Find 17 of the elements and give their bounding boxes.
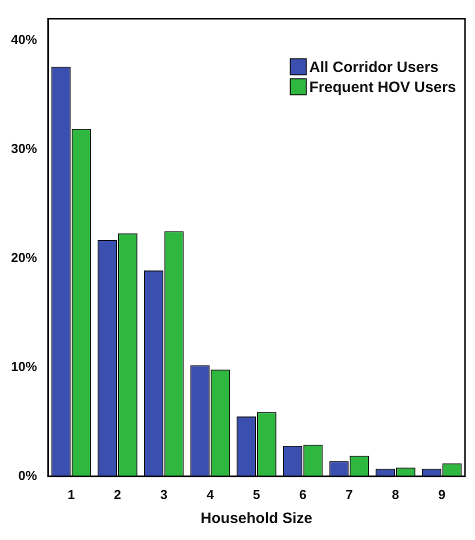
x-tick-label: 9 <box>438 486 446 502</box>
x-tick-label: 5 <box>252 486 260 502</box>
x-tick-label: 2 <box>114 486 122 502</box>
x-tick-label: 4 <box>206 486 215 502</box>
x-tick-label: 3 <box>160 486 168 502</box>
x-tick-label: 6 <box>299 486 306 502</box>
legend-label: Frequent HOV Users <box>309 78 456 96</box>
x-tick-label: 8 <box>392 486 400 502</box>
y-tick-label: 10% <box>10 359 38 374</box>
y-tick-label: 30% <box>10 141 38 156</box>
legend-label: All Corridor Users <box>309 58 438 76</box>
x-axis-title: Household Size <box>200 510 312 528</box>
y-tick-label: 40% <box>10 32 38 48</box>
x-tick-label: 1 <box>68 486 75 502</box>
x-tick-label: 7 <box>346 486 353 502</box>
y-tick-label: 0% <box>18 468 38 483</box>
y-tick-label: 20% <box>10 250 38 266</box>
